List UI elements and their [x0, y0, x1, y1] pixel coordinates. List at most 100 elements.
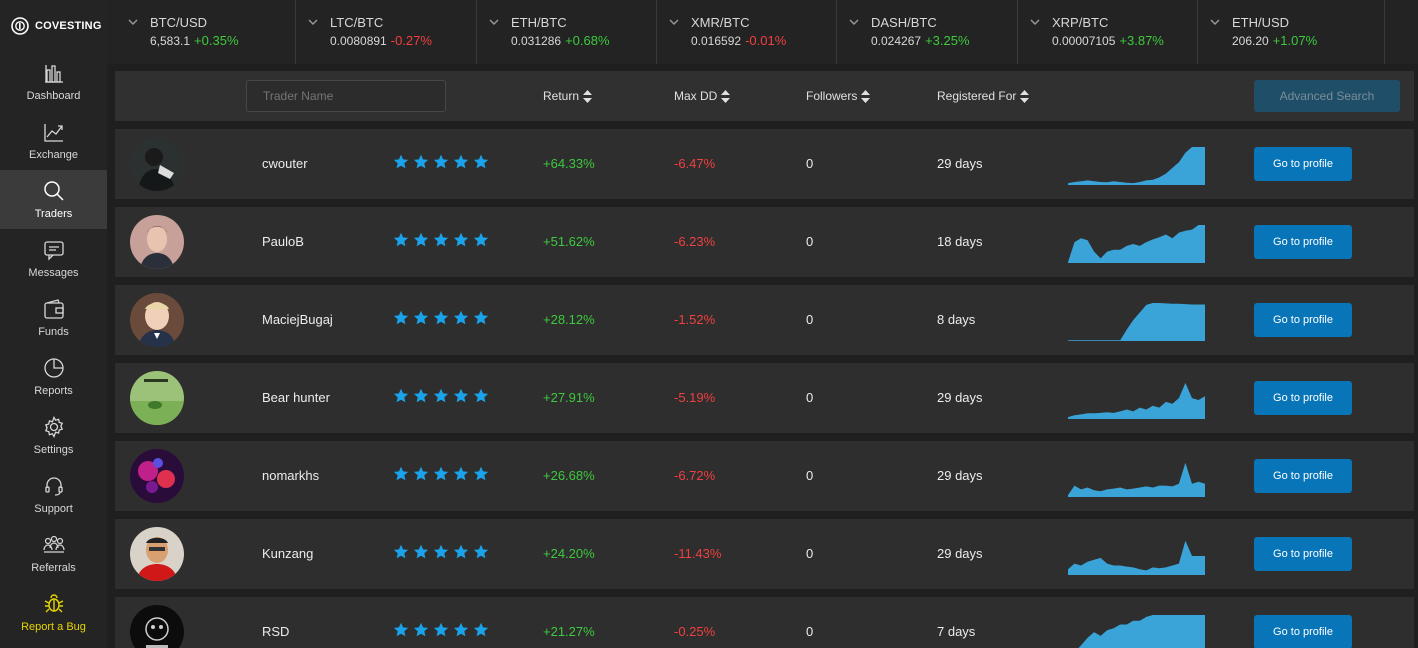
go-to-profile-button[interactable]: Go to profile [1254, 537, 1352, 571]
column-label: Followers [806, 89, 858, 103]
trader-return: +24.20% [543, 546, 595, 561]
ticker-pair: DASH/BTC [871, 15, 937, 30]
sort-followers[interactable]: Followers [806, 89, 871, 103]
filter-header: Return Max DD Followers Registered For A… [115, 71, 1414, 121]
trader-name[interactable]: MaciejBugaj [262, 312, 333, 327]
ticker-pair: LTC/BTC [330, 15, 384, 30]
trader-return: +27.91% [543, 390, 595, 405]
sidebar-item-report-bug[interactable]: Report a Bug [0, 583, 107, 642]
trader-name-input[interactable] [246, 80, 446, 112]
trader-max-dd: -6.23% [674, 234, 716, 249]
performance-sparkline [1068, 225, 1205, 263]
sort-max-dd[interactable]: Max DD [674, 89, 731, 103]
sort-registered[interactable]: Registered For [937, 89, 1030, 103]
sidebar-item-label: Dashboard [26, 90, 81, 102]
ticker-item[interactable]: XMR/BTC 0.016592 -0.01% [648, 0, 837, 64]
ticker-item[interactable]: LTC/BTC 0.0080891 -0.27% [287, 0, 477, 64]
ticker-item[interactable]: ETH/BTC 0.031286 +0.68% [468, 0, 657, 64]
sort-icon [861, 89, 871, 103]
trader-name[interactable]: RSD [262, 624, 290, 639]
star-icon [413, 466, 429, 481]
star-icon [473, 622, 489, 637]
trader-name[interactable]: PauloB [262, 234, 304, 249]
go-to-profile-button[interactable]: Go to profile [1254, 303, 1352, 337]
avatar[interactable] [130, 527, 184, 581]
rating-stars [393, 544, 489, 560]
ticker-item[interactable]: ETH/USD 206.20 +1.07% [1189, 0, 1385, 64]
star-icon [433, 622, 449, 637]
trader-followers: 0 [806, 156, 814, 171]
star-icon [453, 154, 469, 169]
trader-followers: 0 [806, 390, 814, 405]
avatar[interactable] [130, 449, 184, 503]
star-icon [433, 154, 449, 169]
sidebar-item-exchange[interactable]: Exchange [0, 111, 107, 170]
avatar[interactable] [130, 605, 184, 648]
ticker-change: -0.27% [390, 33, 432, 48]
trader-name[interactable]: cwouter [262, 156, 308, 171]
rating-stars [393, 310, 489, 326]
sidebar-item-label: Exchange [29, 149, 78, 161]
go-to-profile-button[interactable]: Go to profile [1254, 381, 1352, 415]
trader-name[interactable]: nomarkhs [262, 468, 320, 483]
advanced-search-button[interactable]: Advanced Search [1254, 80, 1400, 112]
sparkline-area [1068, 540, 1205, 575]
trader-followers: 0 [806, 312, 814, 327]
sidebar-item-funds[interactable]: Funds [0, 288, 107, 347]
go-to-profile-button[interactable]: Go to profile [1254, 147, 1352, 181]
trader-name[interactable]: Kunzang [262, 546, 314, 561]
ticker-change: -0.01% [745, 33, 787, 48]
go-to-profile-button[interactable]: Go to profile [1254, 459, 1352, 493]
ticker-pair: BTC/USD [150, 15, 208, 30]
trader-row: Bear hunter +27.91% -5.19% 0 29 days Go … [115, 363, 1414, 433]
ticker-price: 0.031286 [511, 34, 562, 48]
performance-sparkline [1068, 540, 1205, 575]
go-to-profile-button[interactable]: Go to profile [1254, 615, 1352, 648]
performance-sparkline [1078, 615, 1205, 648]
ticker-change: +3.87% [1119, 33, 1164, 48]
logo[interactable]: COVESTING [0, 0, 107, 52]
ticker-price: 0.016592 [691, 34, 742, 48]
sidebar-item-reports[interactable]: Reports [0, 347, 107, 406]
avatar[interactable] [130, 137, 184, 191]
star-icon [393, 466, 409, 481]
trader-max-dd: -11.43% [674, 546, 722, 561]
covesting-logo-icon [11, 17, 29, 35]
rating-stars [393, 154, 489, 170]
ticker-change: +1.07% [1272, 33, 1318, 48]
sidebar-item-settings[interactable]: Settings [0, 406, 107, 465]
sidebar-item-traders[interactable]: Traders [0, 170, 107, 229]
ticker-item[interactable]: DASH/BTC 0.024267 +3.25% [828, 0, 1018, 64]
trader-name[interactable]: Bear hunter [262, 390, 330, 405]
sidebar-item-referrals[interactable]: Referrals [0, 524, 107, 583]
search-icon [43, 181, 64, 201]
trader-row: Kunzang +24.20% -11.43% 0 29 days Go to … [115, 519, 1414, 589]
trader-max-dd: -0.25% [674, 624, 716, 639]
go-to-profile-button[interactable]: Go to profile [1254, 225, 1352, 259]
avatar[interactable] [130, 371, 184, 425]
ticker-item[interactable]: XRP/BTC 0.00007105 +3.87% [1009, 0, 1198, 64]
star-icon [473, 544, 489, 559]
star-icon [393, 232, 409, 247]
chat-icon [43, 241, 64, 261]
trader-followers: 0 [806, 546, 814, 561]
star-icon [473, 466, 489, 481]
star-icon [473, 310, 489, 325]
sparkline-area [1068, 382, 1205, 419]
sidebar-item-support[interactable]: Support [0, 465, 107, 524]
sidebar-item-messages[interactable]: Messages [0, 229, 107, 288]
trader-registered: 29 days [937, 156, 983, 171]
ticker-price: 0.0080891 [330, 34, 387, 48]
sidebar-item-dashboard[interactable]: Dashboard [0, 52, 107, 111]
star-icon [453, 466, 469, 481]
ticker-item[interactable]: BTC/USD 6,583.1 +0.35% [107, 0, 296, 64]
sort-return[interactable]: Return [543, 89, 593, 103]
avatar[interactable] [130, 215, 184, 269]
trader-registered: 8 days [937, 312, 976, 327]
column-label: Registered For [937, 89, 1017, 103]
headset-icon [44, 477, 63, 496]
avatar[interactable] [130, 293, 184, 347]
rating-stars [393, 232, 489, 248]
star-icon [393, 154, 409, 169]
sparkline-area [1078, 615, 1205, 648]
